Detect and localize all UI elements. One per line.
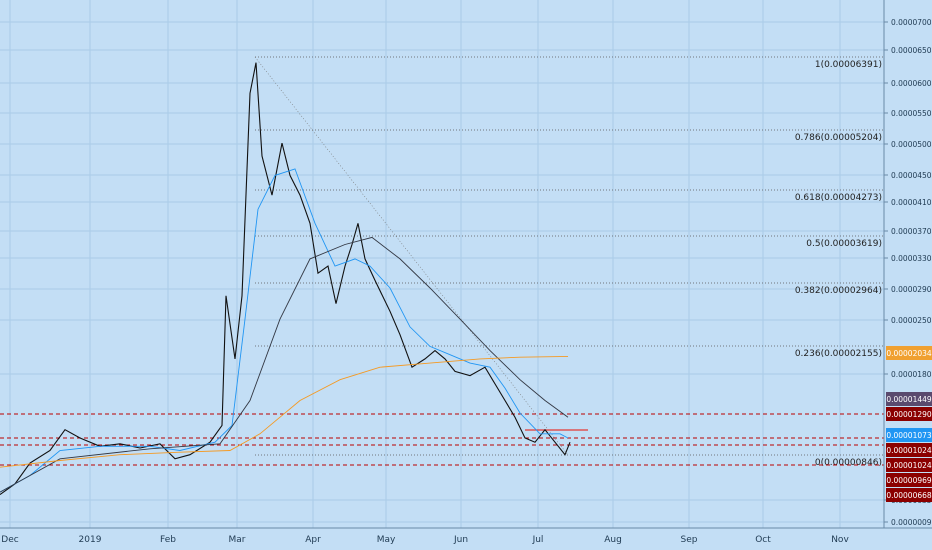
fib-level-label: 0.618(0.00004273) <box>795 193 882 203</box>
x-tick-label: Nov <box>831 535 849 545</box>
y-tick-label: 0.00007000 <box>891 18 932 27</box>
fib-level-label: 1(0.00006391) <box>815 60 882 70</box>
x-tick-label: Jun <box>453 535 468 545</box>
price-badge-label: 0.00000969 <box>886 476 932 485</box>
price-badge <box>886 443 932 457</box>
fib-level-label: 0.786(0.00005204) <box>795 133 882 143</box>
fibonacci-levels: 1(0.00006391) 0.786(0.00005204) 0.618(0.00… <box>254 56 884 468</box>
series-lines <box>0 62 571 496</box>
price-badge-label: 0.00001290 <box>886 410 932 419</box>
plot-background <box>0 0 884 528</box>
x-tick-label: Oct <box>755 535 771 545</box>
price-badge-label: 0.00002034 <box>886 349 932 358</box>
price-badge <box>886 473 932 487</box>
y-tick-label: 0.00006000 <box>891 79 932 88</box>
y-tick-label: 0.00004500 <box>891 171 932 180</box>
x-tick-label: Feb <box>160 535 176 545</box>
y-tick-label: 0.00004100 <box>891 198 932 207</box>
price-axis-labels: 0.00007000 0.00006500 0.00006000 0.00005500… <box>884 18 932 527</box>
y-tick-label: 0.00005000 <box>891 140 932 149</box>
fib-level-label: 0.5(0.00003619) <box>806 239 882 249</box>
x-tick-label: Mar <box>229 535 246 545</box>
x-tick-label: Sep <box>681 535 698 545</box>
y-tick-label: 0.00002900 <box>891 285 932 294</box>
y-tick-label: 0.00005500 <box>891 109 932 118</box>
grid-lines <box>0 0 884 528</box>
fib-trend-line <box>254 56 569 456</box>
y-tick-label: 0.00003700 <box>891 227 932 236</box>
x-tick-label: Dec <box>1 535 18 545</box>
y-tick-label: 0.00001800 <box>891 370 932 379</box>
dashed-level-lines <box>0 413 884 466</box>
price-badge <box>886 392 932 406</box>
price-badge <box>886 488 932 502</box>
fib-level-label: 0.382(0.00002964) <box>795 286 882 296</box>
y-tick-label: 0.00002500 <box>891 316 932 325</box>
y-tick-label: 0.00000090 <box>891 518 932 527</box>
price-badge <box>886 458 932 472</box>
x-tick-label: Jul <box>532 535 544 545</box>
price-badge-label: 0.00001073 <box>886 431 932 440</box>
price-badge-label: 0.00000668 <box>886 491 932 500</box>
x-tick-label: May <box>377 535 396 545</box>
x-tick-label: Apr <box>305 535 321 545</box>
x-tick-label: Aug <box>604 535 622 545</box>
x-tick-label: 2019 <box>79 535 102 545</box>
y-tick-label: 0.00003300 <box>891 254 932 263</box>
price-badge-label: 0.00001449 <box>886 395 932 404</box>
price-badge <box>886 407 932 421</box>
fib-level-label: 0.236(0.00002155) <box>795 349 882 359</box>
price-badge-label: 0.00001024 <box>886 446 932 455</box>
price-badges: 0.00002034 0.00001449 0.00001290 0.00001073… <box>886 346 932 502</box>
y-tick-label: 0.00006500 <box>891 46 932 55</box>
price-badge <box>886 346 932 360</box>
series-line-2 <box>0 236 569 493</box>
fib-level-label: 0(0.00000846) <box>815 458 882 468</box>
price-badge-label: 0.00001024 <box>886 461 932 470</box>
time-axis-labels[interactable]: Dec 2019 Feb Mar Apr May Jun Jul Aug Sep Oct Nov <box>1 535 849 545</box>
series-line-3 <box>0 355 569 468</box>
price-badge <box>886 428 932 442</box>
